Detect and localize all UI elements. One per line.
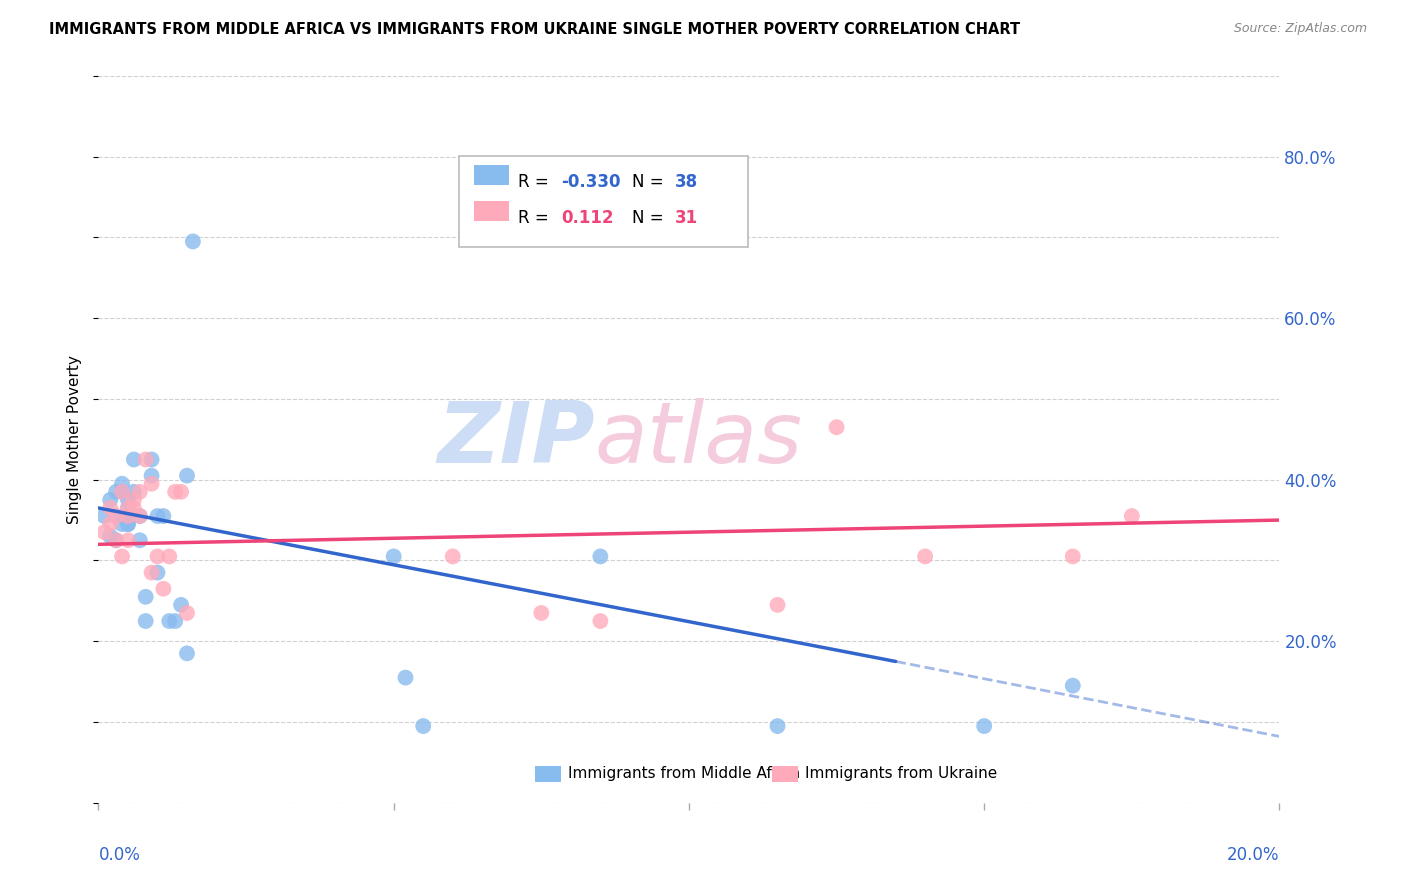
Point: [157, 549, 180, 564]
Text: R =: R =: [517, 172, 548, 191]
Point: [117, 517, 139, 532]
Point: [1121, 509, 1143, 524]
Point: [141, 566, 163, 580]
Point: [141, 468, 163, 483]
Point: [111, 484, 134, 499]
Point: [973, 719, 995, 733]
Point: [111, 517, 134, 532]
Point: [165, 484, 187, 499]
Point: [93, 525, 115, 540]
Point: [165, 614, 187, 628]
Point: [105, 533, 128, 548]
Point: [766, 719, 789, 733]
Y-axis label: Single Mother Poverty: Single Mother Poverty: [67, 355, 83, 524]
Text: atlas: atlas: [595, 398, 803, 481]
Point: [111, 549, 134, 564]
Point: [176, 606, 198, 620]
Point: [105, 533, 128, 548]
FancyBboxPatch shape: [772, 766, 797, 782]
Point: [135, 590, 157, 604]
Text: -0.330: -0.330: [561, 172, 621, 191]
Text: N =: N =: [633, 172, 664, 191]
Point: [1062, 679, 1084, 693]
Point: [117, 500, 139, 515]
Point: [176, 646, 198, 660]
Point: [146, 566, 169, 580]
Point: [176, 468, 198, 483]
Text: 20.0%: 20.0%: [1227, 847, 1279, 864]
FancyBboxPatch shape: [474, 164, 509, 185]
Point: [181, 235, 204, 249]
Point: [117, 492, 139, 507]
Point: [128, 509, 150, 524]
Point: [128, 484, 150, 499]
Point: [117, 509, 139, 524]
Point: [98, 529, 121, 543]
Point: [914, 549, 936, 564]
Point: [394, 671, 416, 685]
Point: [111, 484, 134, 499]
Point: [117, 533, 139, 548]
Point: [152, 509, 174, 524]
Point: [170, 598, 193, 612]
Point: [128, 509, 150, 524]
FancyBboxPatch shape: [536, 766, 561, 782]
Point: [122, 492, 145, 507]
FancyBboxPatch shape: [458, 156, 748, 247]
Point: [170, 484, 193, 499]
Point: [111, 476, 134, 491]
Text: 0.112: 0.112: [561, 209, 614, 227]
Point: [530, 606, 553, 620]
Point: [157, 614, 180, 628]
Text: N =: N =: [633, 209, 664, 227]
Point: [135, 452, 157, 467]
Point: [105, 509, 128, 524]
Text: IMMIGRANTS FROM MIDDLE AFRICA VS IMMIGRANTS FROM UKRAINE SINGLE MOTHER POVERTY C: IMMIGRANTS FROM MIDDLE AFRICA VS IMMIGRA…: [49, 22, 1021, 37]
Point: [122, 500, 145, 515]
Point: [105, 484, 128, 499]
Point: [1062, 549, 1084, 564]
Text: ZIP: ZIP: [437, 398, 595, 481]
Text: R =: R =: [517, 209, 548, 227]
Point: [152, 582, 174, 596]
Text: Source: ZipAtlas.com: Source: ZipAtlas.com: [1233, 22, 1367, 36]
Point: [93, 509, 115, 524]
Point: [146, 509, 169, 524]
Point: [122, 452, 145, 467]
Point: [141, 476, 163, 491]
Point: [382, 549, 405, 564]
Point: [105, 509, 128, 524]
Point: [135, 614, 157, 628]
Point: [412, 719, 434, 733]
Text: 38: 38: [675, 172, 697, 191]
Point: [98, 492, 121, 507]
Point: [117, 500, 139, 515]
Text: Immigrants from Middle Africa: Immigrants from Middle Africa: [568, 766, 801, 781]
FancyBboxPatch shape: [474, 201, 509, 221]
Point: [141, 452, 163, 467]
Text: Immigrants from Ukraine: Immigrants from Ukraine: [804, 766, 997, 781]
Point: [117, 517, 139, 532]
Point: [117, 509, 139, 524]
Point: [98, 500, 121, 515]
Point: [825, 420, 848, 434]
Text: 0.0%: 0.0%: [98, 847, 141, 864]
Point: [589, 549, 612, 564]
Point: [589, 614, 612, 628]
Point: [122, 484, 145, 499]
Point: [128, 533, 150, 548]
Point: [98, 517, 121, 532]
Text: 31: 31: [675, 209, 697, 227]
Point: [766, 598, 789, 612]
Point: [146, 549, 169, 564]
Point: [441, 549, 464, 564]
